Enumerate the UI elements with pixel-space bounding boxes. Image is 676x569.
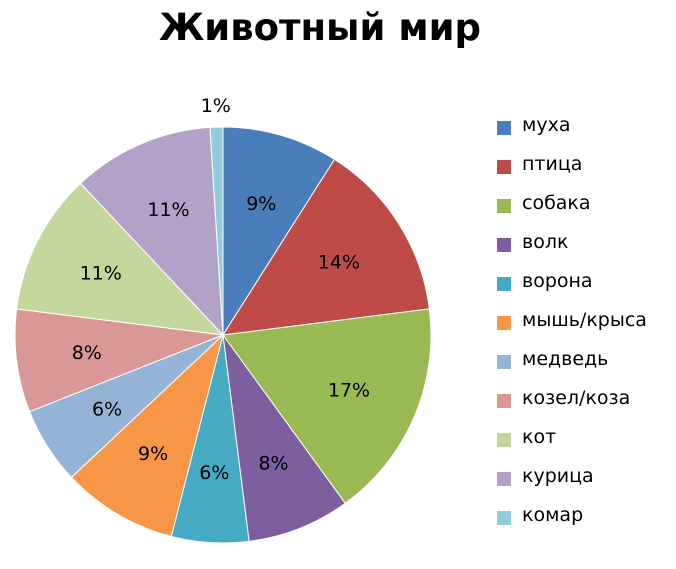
legend-swatch — [497, 355, 511, 369]
data-label-6: 9% — [138, 443, 168, 465]
data-label-3: 17% — [328, 380, 370, 402]
legend-swatch — [497, 433, 511, 447]
legend-label: птица — [522, 153, 583, 175]
data-label-4: 8% — [258, 453, 288, 475]
pie-slice-8 — [14, 308, 224, 413]
legend-label: ворона — [522, 270, 593, 292]
pie-slice-9 — [16, 182, 225, 336]
data-label-9: 11% — [80, 263, 122, 285]
data-label-8: 8% — [72, 342, 102, 364]
legend-label: мышь/крыса — [522, 309, 647, 331]
data-label-5: 6% — [199, 462, 229, 484]
pie-slice-3 — [222, 308, 432, 504]
data-label-1: 9% — [246, 193, 276, 215]
legend-swatch — [497, 394, 511, 408]
legend-label: медведь — [522, 348, 609, 370]
data-label-10: 11% — [147, 199, 189, 221]
legend-swatch — [497, 277, 511, 291]
legend-swatch — [497, 472, 511, 486]
legend-swatch — [497, 160, 511, 174]
legend-swatch — [497, 238, 511, 252]
pie-slice-1 — [222, 126, 336, 337]
legend-swatch — [497, 511, 511, 525]
chart-title: Животный мир — [159, 6, 481, 49]
pie-slice-10 — [79, 126, 224, 337]
data-label-7: 6% — [92, 399, 122, 421]
legend-label: козел/коза — [522, 387, 631, 409]
pie-slice-4 — [222, 334, 346, 542]
legend-label: комар — [522, 504, 584, 526]
legend-label: муха — [522, 114, 571, 136]
legend-label: курица — [522, 465, 594, 487]
legend-swatch — [497, 121, 511, 135]
data-label-11: 1% — [201, 95, 231, 117]
legend-label: собака — [522, 192, 591, 214]
pie-slice-11 — [209, 126, 224, 336]
pie-slice-6 — [70, 333, 224, 538]
legend-label: волк — [522, 231, 569, 253]
legend-label: кот — [522, 426, 557, 448]
legend-swatch — [497, 199, 511, 213]
pie-slice-2 — [222, 158, 430, 336]
legend-swatch — [497, 316, 511, 330]
data-label-2: 14% — [318, 251, 360, 273]
